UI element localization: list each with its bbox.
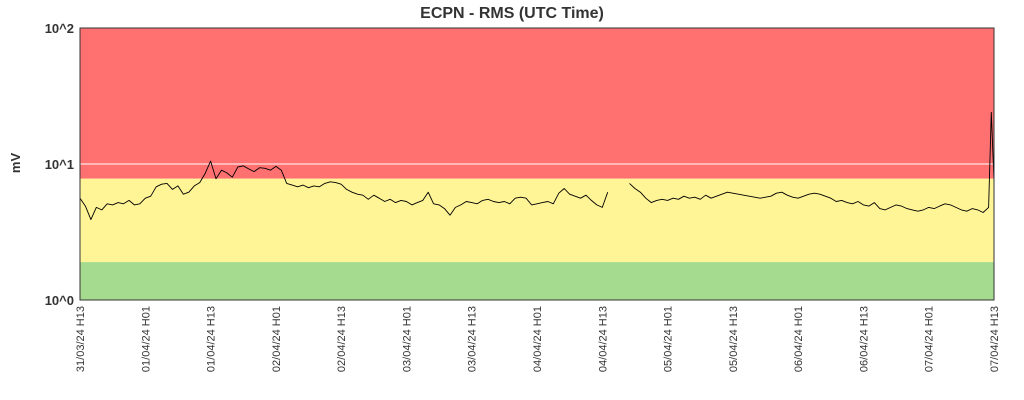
x-tick-label: 05/04/24 H13 [728,306,740,372]
y-tick-label: 10^2 [45,21,74,36]
x-tick-label: 02/04/24 H13 [336,306,348,372]
x-tick-label: 06/04/24 H13 [858,306,870,372]
chart-title: ECPN - RMS (UTC Time) [420,5,604,22]
plot-frame [79,27,995,301]
x-tick-label: 01/04/24 H01 [140,306,152,372]
x-tick-label: 03/04/24 H01 [401,306,413,372]
y-axis-label: mV [8,153,23,174]
x-tick-label: 02/04/24 H01 [271,306,283,372]
x-tick-label: 05/04/24 H01 [663,306,675,372]
series-line [79,111,995,221]
series-group [79,111,995,221]
x-tick-label: 04/04/24 H13 [597,306,609,372]
x-tick-label: 03/04/24 H13 [467,306,479,372]
band-red [80,28,994,179]
y-tick-labels: 10^2 10^1 10^0 [45,21,74,308]
x-tick-label: 07/04/24 H13 [989,306,1001,372]
x-tick-labels: 31/03/24 H13 01/04/24 H01 01/04/24 H13 02/0… [75,306,1001,372]
x-tick-label: 04/04/24 H01 [532,306,544,372]
threshold-bands [80,28,994,300]
x-tick-label: 07/04/24 H01 [924,306,936,372]
x-tick-label: 31/03/24 H13 [75,306,87,372]
x-tick-label: 01/04/24 H13 [206,306,218,372]
x-tick-label: 06/04/24 H01 [793,306,805,372]
band-yellow [80,178,994,263]
y-tick-label: 10^1 [45,157,74,172]
band-green [80,262,994,300]
y-tick-label: 10^0 [45,293,74,308]
